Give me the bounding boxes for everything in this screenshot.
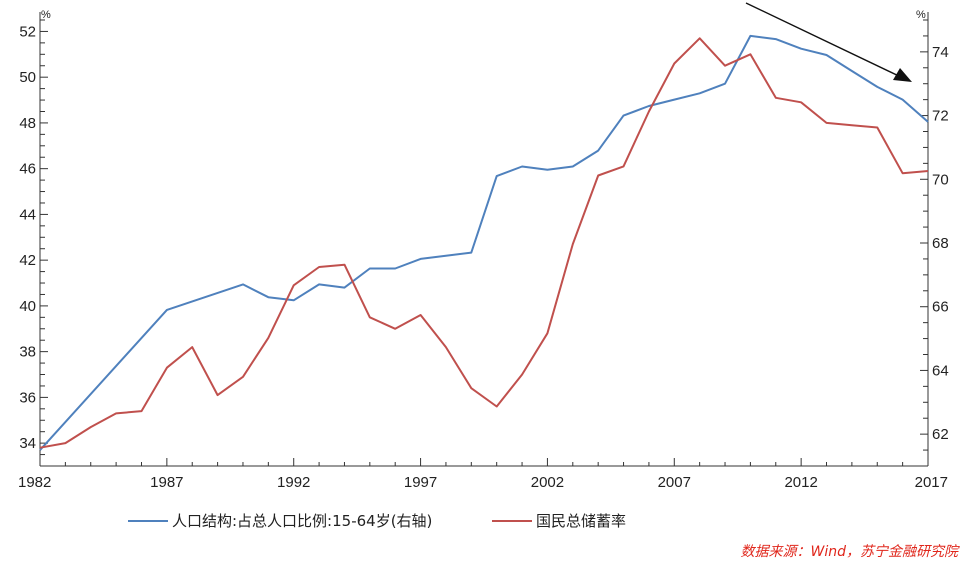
right-axis-unit: %	[916, 9, 926, 21]
left-tick-label: 40	[19, 298, 36, 315]
right-tick-label: 70	[932, 171, 949, 188]
right-tick-label: 72	[932, 108, 949, 125]
left-tick-label: 44	[19, 206, 36, 223]
trend-arrow	[745, 2, 912, 82]
x-tick-label: 2017	[915, 474, 948, 491]
legend-label-population: 人口结构:占总人口比例:15-64岁(右轴)	[172, 512, 432, 530]
x-tick-label: 2007	[658, 474, 691, 491]
right-axis: % 62 64 66 68 70 72 74	[916, 9, 949, 467]
x-tick-label: 1992	[277, 474, 310, 491]
right-tick-label: 66	[932, 299, 949, 316]
left-tick-label: 34	[19, 435, 36, 452]
legend: 人口结构:占总人口比例:15-64岁(右轴) 国民总储蓄率	[128, 512, 626, 530]
left-tick-label: 50	[19, 69, 36, 86]
right-tick-label: 62	[932, 426, 949, 443]
series-line-savings	[39, 37, 929, 449]
left-tick-label: 36	[19, 389, 36, 406]
x-tick-label: 1997	[404, 474, 437, 491]
left-tick-label: 48	[19, 115, 36, 132]
series-layer	[39, 34, 929, 451]
x-axis: 1982 1987 1992 1997 2002 2007 2012 2017	[18, 458, 948, 491]
source-note: 数据来源：Wind，苏宁金融研究院	[741, 544, 960, 560]
plot-frame	[39, 12, 929, 467]
x-tick-label: 1987	[150, 474, 183, 491]
series-line-population	[39, 34, 929, 451]
left-tick-label: 42	[19, 252, 36, 269]
left-tick-label: 38	[19, 344, 36, 361]
right-tick-label: 64	[932, 362, 949, 379]
legend-label-savings: 国民总储蓄率	[536, 512, 626, 530]
left-axis-unit: %	[41, 9, 51, 21]
right-tick-label: 74	[932, 44, 949, 61]
x-tick-label: 2012	[784, 474, 817, 491]
left-tick-label: 52	[19, 23, 36, 40]
right-tick-label: 68	[932, 235, 949, 252]
left-tick-label: 46	[19, 161, 36, 178]
x-tick-label: 1982	[18, 474, 51, 491]
x-tick-label: 2002	[531, 474, 564, 491]
left-axis: % 34 36 38 40 42 44 46 48 50 52	[19, 9, 51, 467]
